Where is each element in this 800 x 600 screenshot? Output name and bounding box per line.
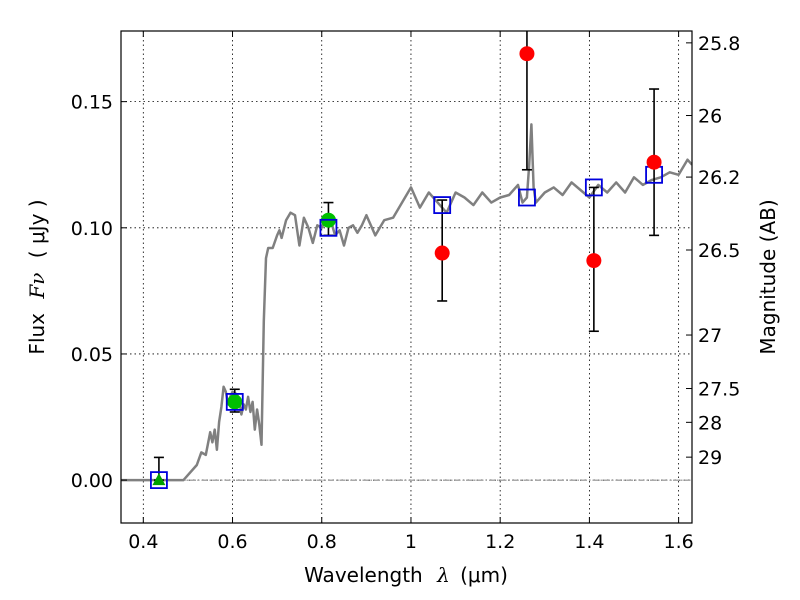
model-photometry-square — [433, 196, 452, 214]
mag-tick-label: 25.8 — [698, 33, 740, 55]
model-photometry-square — [518, 188, 536, 207]
tick-labels: 0.4 0.6 0.8 1 1.2 1.4 1.6 0.00 0.05 0.10 0.15 25.8 2… — [71, 33, 741, 553]
mag-tick-label: 26.2 — [698, 167, 740, 189]
mag-tick-label: 26 — [698, 106, 722, 128]
y-tick-label: 0.15 — [71, 92, 113, 114]
model-photometry-square — [584, 178, 603, 197]
x-tick-label: 0.6 — [217, 531, 247, 553]
nir-point — [646, 154, 662, 170]
x-tick-label: 1.4 — [574, 531, 604, 553]
x-axis-label-text: Wavelength — [304, 563, 423, 587]
plot-frame — [120, 30, 693, 524]
y-tick-label: 0.10 — [71, 218, 113, 240]
grid — [121, 31, 692, 523]
x-axis-label: Wavelength λ (μm) — [304, 563, 508, 587]
x-tick-label: 0.8 — [307, 531, 337, 553]
mag-tick-label: 28 — [698, 412, 722, 434]
y-axis-label-symbol: Fν — [25, 273, 49, 300]
model-photometry-square — [225, 392, 244, 411]
x-axis-label-unit: (μm) — [460, 563, 508, 587]
y-axis-label: Flux Fν ( μJy ) — [25, 199, 49, 354]
y-axis-label-unit: ( μJy ) — [25, 199, 49, 258]
y-tick-label: 0.05 — [71, 344, 113, 366]
x-tick-label: 1.6 — [664, 531, 694, 553]
sed-model-curve — [121, 123, 692, 482]
y-axis-label-text: Flux — [25, 313, 49, 355]
sed-model-layer — [121, 123, 692, 482]
x-tick-label: 1.2 — [485, 531, 515, 553]
mag-tick-label: 27.5 — [698, 379, 740, 401]
y-tick-label: 0.00 — [71, 470, 113, 492]
mag-tick-label: 29 — [698, 447, 722, 469]
x-axis-label-symbol: λ — [436, 563, 450, 587]
model-photometry-square — [150, 471, 168, 490]
y2-axis-label: Magnitude (AB) — [756, 199, 780, 354]
model-photometry-square — [319, 218, 338, 237]
x-tick-label: 1 — [405, 531, 417, 553]
nir-point — [586, 253, 602, 269]
detection-point — [227, 394, 243, 410]
upper-limit-triangle — [152, 473, 166, 486]
marker-layer — [150, 46, 663, 490]
x-tick-label: 0.4 — [128, 531, 158, 553]
nir-point — [519, 46, 535, 62]
error-bar-layer — [153, 31, 660, 481]
nir-point — [434, 245, 450, 261]
mag-tick-label: 27 — [698, 325, 722, 347]
ticks — [121, 31, 692, 523]
mag-tick-label: 26.5 — [698, 240, 740, 262]
